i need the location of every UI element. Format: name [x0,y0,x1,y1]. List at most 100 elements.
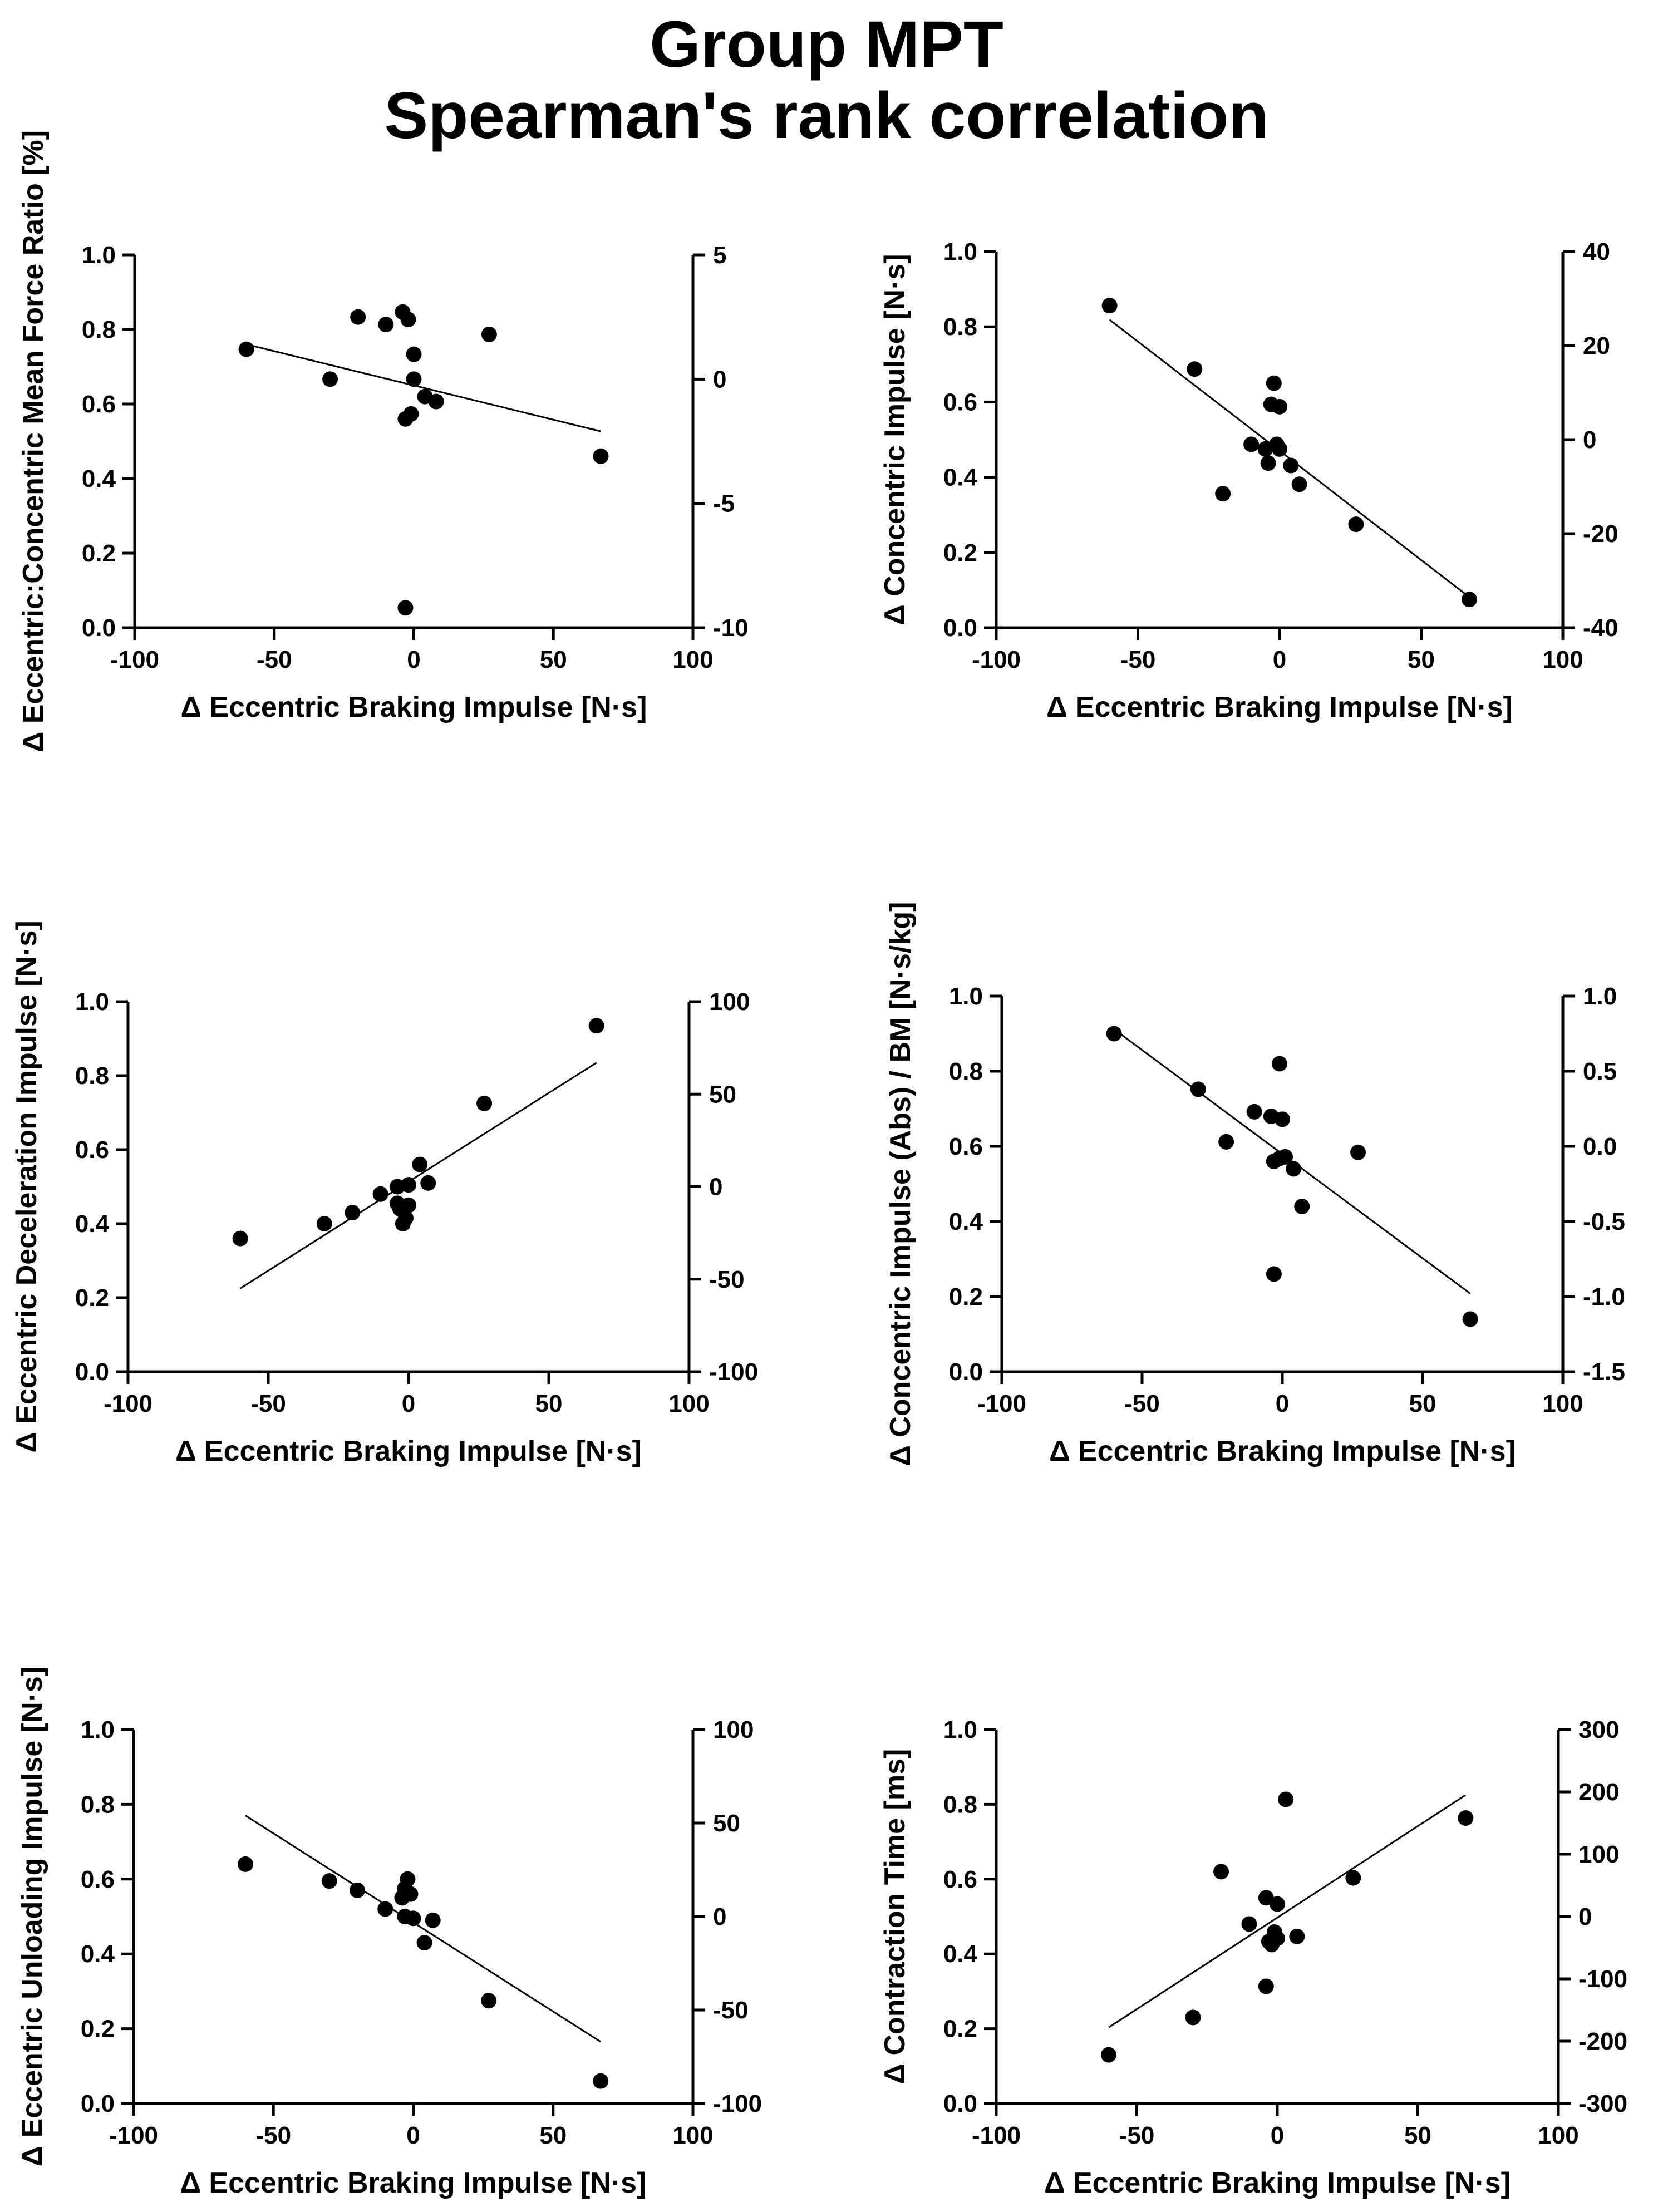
data-point [400,1871,416,1887]
data-point [1213,1864,1229,1880]
left-y-tick-label: 0.4 [82,465,116,492]
data-point [316,1216,332,1231]
y-axis-label: Δ Concentric Impulse (Abs) / BM [N·s/kg] [884,902,917,1466]
right-y-tick-label: 0.0 [1583,1133,1617,1160]
data-point [1266,1266,1282,1282]
left-y-tick-label: 0.0 [75,1358,109,1386]
chart-panel-contraction-time: -100 -50 0 50 100 0.0 0.2 0.4 0.6 0.8 1.0 -300 -200 -… [879,1716,1627,2199]
right-y-tick-label: -200 [1578,2028,1627,2055]
data-point [400,312,416,328]
data-point [402,1886,419,1902]
left-y-tick-label: 0.6 [943,1866,977,1893]
x-tick-label: 0 [1271,2122,1284,2149]
left-y-tick-label: 0.0 [81,2090,115,2117]
right-y-tick-label: -40 [1583,614,1618,642]
data-point [350,309,366,325]
data-point [1101,2047,1116,2063]
x-tick-label: 100 [672,646,713,673]
left-y-tick-label: 0.2 [82,540,116,567]
left-y-tick-label: 0.0 [943,614,977,642]
data-point [1462,592,1478,608]
x-tick-label: -50 [1120,646,1156,673]
right-y-tick-label: 100 [1578,1841,1619,1868]
data-point [416,1935,432,1951]
data-point [1101,298,1118,314]
data-point [425,1912,441,1928]
x-tick-label: -100 [104,1390,152,1417]
right-y-tick-label: 1.0 [1583,983,1617,1010]
left-y-tick-label: 0.8 [943,1791,977,1818]
x-tick-label: 0 [1273,646,1286,673]
x-tick-label: 100 [1542,1390,1583,1417]
x-tick-label: -100 [972,646,1021,673]
left-y-tick-label: 1.0 [943,238,977,265]
x-tick-label: 50 [539,2122,567,2149]
x-tick-label: -100 [977,1390,1026,1417]
left-y-tick-label: 1.0 [81,1716,115,1743]
left-y-tick-label: 0.0 [82,614,116,642]
data-point [322,371,338,387]
left-y-tick-label: 0.0 [949,1358,983,1386]
x-axis-label: Δ Eccentric Braking Impulse [N·s] [1046,691,1513,723]
data-point [428,393,444,410]
figure-title-line2: Spearman's rank correlation [385,79,1269,152]
left-y-tick-label: 0.0 [943,2090,977,2117]
left-y-tick-label: 0.6 [949,1133,983,1160]
left-y-tick-label: 0.6 [81,1866,115,1893]
left-y-tick-label: 1.0 [75,988,109,1016]
data-point [1270,1930,1285,1947]
data-point [1348,516,1364,533]
left-y-tick-label: 1.0 [943,1716,977,1743]
x-tick-label: 50 [540,646,567,673]
x-tick-label: 100 [1538,2122,1578,2149]
data-point [1270,1896,1285,1912]
y-axis-label: Δ Contraction Time [ms] [879,1749,911,2085]
data-point [593,448,609,464]
x-tick-label: 0 [407,646,420,673]
chart-panel-concentric-impulse: -100 -50 0 50 100 0.0 0.2 0.4 0.6 0.8 1.0 -40 -20 0 20… [879,238,1618,723]
x-tick-label: -100 [109,2122,158,2149]
data-point [1291,476,1307,492]
chart-panel-ratio: -100 -50 0 50 1000.00.20.40.60.81.0-10-505Δ … [17,130,749,752]
x-tick-label: -100 [972,2122,1021,2149]
right-y-tick-label: 50 [709,1081,736,1108]
left-y-tick-label: 0.2 [81,2016,115,2043]
data-point [1272,441,1287,457]
data-point [321,1873,337,1889]
data-point [350,1882,365,1898]
right-y-tick-label: 0 [1583,426,1596,454]
right-y-tick-label: 100 [713,1716,754,1743]
data-point [1258,1978,1274,1994]
data-point [1462,1311,1478,1327]
data-point [1294,1199,1310,1214]
data-point [238,1856,253,1872]
data-point [1241,1916,1257,1932]
data-point [481,1993,497,2009]
data-point [1218,1134,1234,1150]
data-point [1271,1056,1287,1072]
figure-title-line1: Group MPT [650,8,1003,81]
left-y-tick-label: 0.6 [82,391,116,418]
right-y-tick-label: -100 [709,1358,758,1386]
x-tick-label: -50 [255,2122,291,2149]
data-point [1260,455,1276,471]
data-point [406,346,422,362]
data-point [1187,361,1203,377]
data-point [1345,1870,1361,1886]
data-point [1243,436,1260,452]
regression-line [245,1815,601,2043]
right-y-tick-label: 50 [713,1810,740,1837]
y-axis-label: Δ Concentric Impulse [N·s] [879,254,911,625]
right-y-tick-label: -50 [709,1266,745,1293]
data-point [593,2073,609,2089]
data-point [397,600,414,616]
right-y-tick-label: -300 [1578,2090,1627,2117]
x-tick-label: 50 [1408,646,1435,673]
data-point [476,1095,493,1111]
left-y-tick-label: 0.4 [949,1208,983,1235]
right-y-tick-label: -100 [713,2090,762,2117]
x-axis-label: Δ Eccentric Braking Impulse [N·s] [181,691,647,723]
data-point [345,1205,361,1221]
regression-line [246,343,601,432]
